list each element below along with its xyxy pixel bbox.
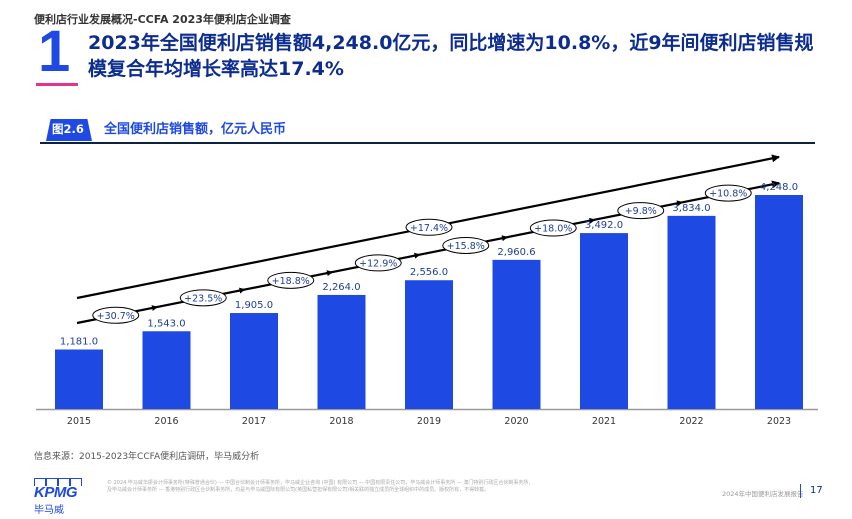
x-tick-label: 2017 xyxy=(242,416,266,427)
figure-tag-badge xyxy=(46,119,92,141)
x-tick-label: 2023 xyxy=(767,416,791,427)
cagr-bubble xyxy=(405,218,453,236)
x-tick-label: 2016 xyxy=(154,416,178,427)
x-tick-label: 2018 xyxy=(329,416,353,427)
yoy-growth-bubble xyxy=(267,271,315,289)
bar-2021 xyxy=(580,233,628,409)
yoy-growth-bubble xyxy=(92,306,140,324)
yoy-growth-bubble xyxy=(529,219,577,237)
yoy-growth-label: +9.8% xyxy=(625,206,657,217)
breadcrumb: 便利店行业发展概况-CCFA 2023年便利店企业调查 xyxy=(34,13,291,26)
x-tick-label: 2020 xyxy=(504,416,528,427)
bar-2015 xyxy=(55,349,103,409)
bar-value-label: 2,264.0 xyxy=(322,282,360,293)
figure-title: 全国便利店销售额，亿元人民币 xyxy=(104,122,287,137)
x-tick-label: 2022 xyxy=(679,416,703,427)
growth-arrows-layer xyxy=(76,154,780,325)
page-divider xyxy=(800,484,801,498)
page-number: 17 xyxy=(810,485,823,496)
section-number-underline xyxy=(36,83,78,86)
page-title: 2023年全国便利店销售额4,248.0亿元，同比增速为10.8%，近9年间便利… xyxy=(88,32,814,80)
bars-layer xyxy=(36,195,818,411)
yoy-growth-label: +12.9% xyxy=(359,258,397,269)
yoy-step-arrow-icon xyxy=(238,287,246,294)
bar-value-label: 2,960.6 xyxy=(497,247,535,258)
yoy-growth-bubble xyxy=(354,254,402,272)
kpmg-logo-text: KPMG xyxy=(34,484,78,501)
yoy-growth-label: +18.8% xyxy=(272,276,310,287)
yoy-growth-label: +10.8% xyxy=(709,189,747,200)
bar-2016 xyxy=(142,331,191,409)
bar-2019 xyxy=(405,280,453,409)
yoy-growth-label: +18.0% xyxy=(534,224,572,235)
bar-value-label: 2,556.0 xyxy=(410,267,448,278)
x-tick-label: 2019 xyxy=(417,416,441,427)
kpmg-logo-boxes-icon xyxy=(34,478,82,486)
bar-value-label: 1,543.0 xyxy=(147,318,185,329)
yoy-step-arrow-icon xyxy=(325,270,333,277)
bar-2017 xyxy=(230,313,278,409)
source-note: 信息来源：2015-2023年CCFA便利店调研，毕马威分析 xyxy=(34,452,260,462)
bar-2022 xyxy=(667,215,716,409)
yoy-growth-label: +23.5% xyxy=(184,293,222,304)
yoy-growth-bubble xyxy=(617,202,665,220)
bar-value-label: 1,905.0 xyxy=(235,300,273,311)
bar-2018 xyxy=(317,294,366,409)
legal-notice-line-1: © 2024 毕马威华振会计师事务所(特殊普通合伙) — 中国合伙制会计师事务所… xyxy=(107,480,534,486)
section-number: 1 xyxy=(38,19,71,84)
legal-notice: © 2024 毕马威华振会计师事务所(特殊普通合伙) — 中国合伙制会计师事务所… xyxy=(107,480,607,494)
legal-notice-line-2: 及毕马威会计师事务所 — 香港特别行政区合伙制事务所，均是与毕马威国际有限公司(… xyxy=(107,487,490,493)
x-tick-label: 2015 xyxy=(67,416,91,427)
yoy-step-arrow-icon xyxy=(413,252,421,259)
yoy-step-arrow-icon xyxy=(150,305,158,311)
yoy-step-arrow-icon xyxy=(675,200,683,207)
bar-2023 xyxy=(755,195,803,409)
bar-value-label: 1,181.0 xyxy=(60,337,98,348)
bar-chart: 1,181.0 2015 1,543.0 2016 1,905.0 2017 2,264.0… xyxy=(36,154,818,427)
figure-tag-label: 图2.6 xyxy=(52,122,84,136)
yoy-growth-label: +30.7% xyxy=(97,311,135,322)
yoy-growth-label: +15.8% xyxy=(447,241,485,252)
kpmg-logo-cn: 毕马威 xyxy=(34,505,64,516)
bar-value-label: 3,492.0 xyxy=(585,220,623,231)
yoy-growth-bubble xyxy=(442,236,490,254)
yoy-step-arrow-icon xyxy=(588,217,596,224)
labels-layer: 1,181.0 2015 1,543.0 2016 1,905.0 2017 2,264.0… xyxy=(60,182,798,427)
cagr-label: +17.4% xyxy=(410,223,448,234)
yoy-growth-bubble xyxy=(179,289,227,307)
figure-title-rule xyxy=(40,142,815,144)
bar-2020 xyxy=(492,259,541,409)
bar-value-label: 3,834.0 xyxy=(672,203,710,214)
bar-value-label: 4,248.0 xyxy=(760,182,798,193)
yoy-growth-bubble xyxy=(704,184,752,202)
yoy-step-arrow-icon xyxy=(500,235,508,242)
kpmg-logo: KPMG 毕马威 xyxy=(34,478,82,516)
report-name: 2024年中国便利店发展报告 xyxy=(722,490,804,498)
x-tick-label: 2021 xyxy=(592,416,616,427)
